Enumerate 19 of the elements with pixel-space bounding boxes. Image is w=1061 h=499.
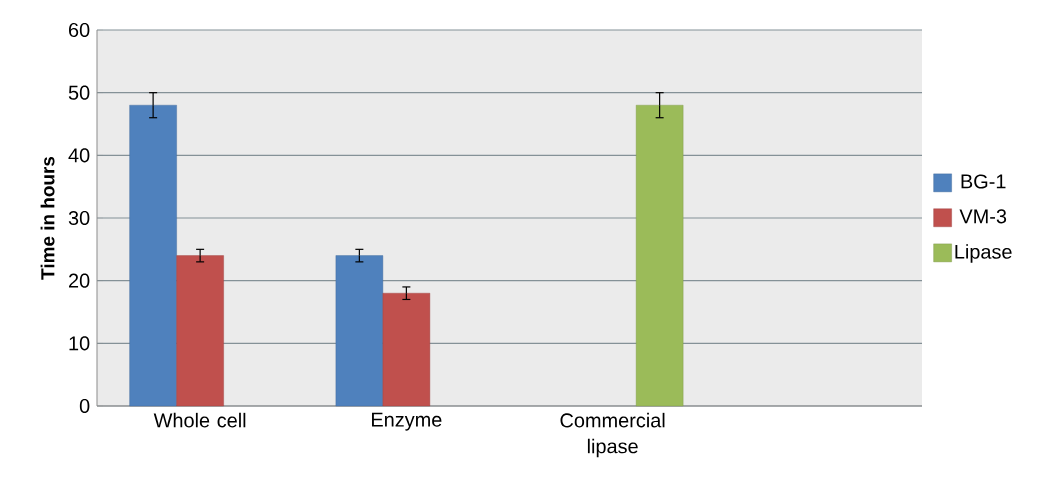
- legend-label: VM-3: [959, 209, 1007, 224]
- bar: [382, 293, 431, 407]
- y-axis-title: Time in hours: [40, 156, 55, 280]
- bar: [176, 255, 224, 407]
- y-tick-label: 50: [68, 85, 90, 100]
- x-tick-label: Whole cell: [153, 412, 246, 428]
- bar: [635, 105, 684, 407]
- y-tick-label: 10: [69, 336, 90, 351]
- y-tick-label: 40: [68, 148, 90, 163]
- y-tick-label: 60: [69, 22, 90, 38]
- y-tick-label: 30: [68, 210, 90, 226]
- x-tick-label: Enzyme: [372, 412, 442, 431]
- bar: [335, 255, 384, 407]
- bar: [129, 105, 177, 407]
- legend-label: Lipase: [955, 244, 1012, 263]
- y-tick-label: 0: [79, 398, 90, 414]
- x-tick-label: Commercial lipase: [560, 412, 665, 458]
- legend-label: BG-1: [961, 174, 1006, 189]
- y-tick-label: 20: [69, 273, 90, 288]
